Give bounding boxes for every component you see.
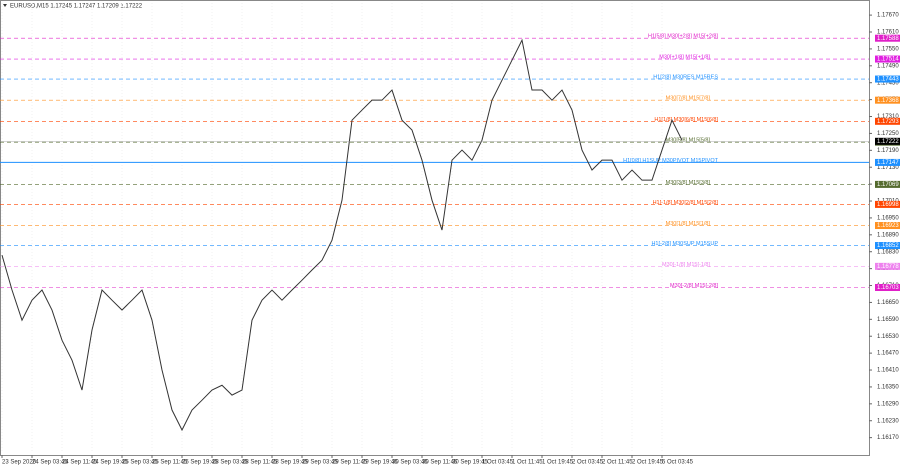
level-label: H1[-1/8] M30[2/8] M15[2/8] <box>653 200 719 206</box>
x-tick-label: 30 Sep 03:45 <box>392 460 428 466</box>
y-tick-label: 1.16350 <box>877 385 899 391</box>
x-tick-label: 1 Oct 19:45 <box>542 460 574 466</box>
x-tick-label: 25 Sep 03:45 <box>122 460 158 466</box>
level-label: H1[2/8] M30RES M15RES <box>653 75 718 81</box>
x-tick-label: 25 Sep 11:45 <box>152 460 188 466</box>
level-label: M30[7/8] M15[7/8] <box>666 96 711 102</box>
y-tick-label: 1.16410 <box>877 368 899 374</box>
x-tick-label: 24 Sep 19:45 <box>92 460 128 466</box>
x-tick-label: 28 Sep 19:45 <box>272 460 308 466</box>
level-price: 1.16923 <box>877 223 899 229</box>
menu-icon[interactable] <box>3 4 7 7</box>
x-tick-label: 29 Sep 11:45 <box>332 460 368 466</box>
current-price: 1.17222 <box>877 139 899 145</box>
level-price: 1.17514 <box>877 57 899 63</box>
level-label: H1[0/8] H1SUP M30PIVOT M15PIVOT <box>623 158 719 164</box>
x-tick-label: 2 Oct 11:45 <box>602 460 633 466</box>
level-price-tag <box>875 34 900 42</box>
y-tick-label: 1.17130 <box>877 165 899 171</box>
level-price: 1.16778 <box>877 264 899 270</box>
x-tick-label: 30 Sep 19:45 <box>452 460 488 466</box>
level-price: 1.17293 <box>877 119 899 125</box>
y-tick-label: 1.16590 <box>877 317 899 323</box>
x-tick-label: 25 Sep 19:45 <box>182 460 218 466</box>
level-label: M30[3/8] M15[3/8] <box>666 180 711 186</box>
price-line <box>1 38 683 432</box>
y-tick-label: 1.16650 <box>877 300 899 306</box>
level-price-tag <box>875 200 900 208</box>
level-price: 1.17443 <box>877 77 899 83</box>
current-price-tag <box>875 137 900 145</box>
level-label: M30[-2/8] M15[-2/8] <box>670 283 718 289</box>
y-tick-label: 1.16890 <box>877 232 899 238</box>
y-tick-label: 1.16530 <box>877 334 899 340</box>
level-label: M30[5/8] M15[5/8] <box>666 138 711 144</box>
level-label: H1[1/8] M30[6/8] M15[6/8] <box>654 117 718 123</box>
level-label: M30[-1/8] M15[-1/8] <box>662 262 710 268</box>
level-price-tag <box>875 242 900 250</box>
x-tick-label: 23 Sep 2020 <box>2 460 37 466</box>
x-tick-label: 2 Oct 03:45 <box>572 460 604 466</box>
y-tick-label: 1.17190 <box>877 148 899 154</box>
y-tick-label: 1.17550 <box>877 46 899 52</box>
y-tick-label: 1.16830 <box>877 249 899 255</box>
x-tick-label: 29 Sep 19:45 <box>362 460 398 466</box>
x-tick-label: 1 Oct 11:45 <box>512 460 543 466</box>
y-tick-label: 1.16230 <box>877 418 899 424</box>
level-label: H1[-2/8] M30SUP M15SUP <box>651 241 718 247</box>
level-price: 1.16852 <box>877 243 899 249</box>
x-tick-label: 24 Sep 11:45 <box>62 460 98 466</box>
level-price-tag <box>875 222 900 230</box>
level-label: H1[5/8] M30[+2/8] M15[+2/8] <box>648 34 718 40</box>
y-tick-label: 1.16950 <box>877 216 899 222</box>
level-price: 1.17588 <box>877 36 899 42</box>
level-label: M30[+1/8] M15[+1/8] <box>659 55 710 61</box>
level-price-tag <box>875 55 900 63</box>
x-tick-label: 28 Sep 11:45 <box>242 460 278 466</box>
level-price: 1.17069 <box>877 182 899 188</box>
x-tick-label: 24 Sep 03:45 <box>32 460 68 466</box>
x-tick-label: 29 Sep 03:45 <box>302 460 338 466</box>
y-tick-label: 1.16470 <box>877 351 899 357</box>
chart-title: EURUSD,M15 1.17245 1.17247 1.17209 1.172… <box>10 4 143 10</box>
y-tick-label: 1.17430 <box>877 80 899 86</box>
y-tick-label: 1.17670 <box>877 13 899 19</box>
y-tick-label: 1.17610 <box>877 30 899 36</box>
x-tick-label: 5 Oct 03:45 <box>662 460 694 466</box>
y-tick-label: 1.16290 <box>877 401 899 407</box>
x-tick-label: 30 Sep 11:45 <box>422 460 458 466</box>
level-price-tag <box>875 158 900 166</box>
level-label: M30[1/8] M15[1/8] <box>666 221 711 227</box>
level-price: 1.17368 <box>877 98 899 104</box>
level-price-tag <box>875 262 900 270</box>
plot-frame <box>0 0 870 456</box>
x-tick-label: 2 Oct 19:45 <box>632 460 664 466</box>
level-price-tag <box>875 96 900 104</box>
level-price-tag <box>875 283 900 291</box>
x-tick-label: 28 Sep 03:45 <box>212 460 248 466</box>
level-price-tag <box>875 180 900 188</box>
level-price-tag <box>875 117 900 125</box>
y-tick-label: 1.17490 <box>877 63 899 69</box>
x-tick-label: 1 Oct 03:45 <box>482 460 514 466</box>
level-price: 1.16703 <box>877 285 899 291</box>
level-price-tag <box>875 75 900 83</box>
level-price: 1.17147 <box>877 160 899 166</box>
y-tick-label: 1.17250 <box>877 131 899 137</box>
y-tick-label: 1.17310 <box>877 114 899 120</box>
y-tick-label: 1.16170 <box>877 435 899 441</box>
level-price: 1.16998 <box>877 202 899 208</box>
